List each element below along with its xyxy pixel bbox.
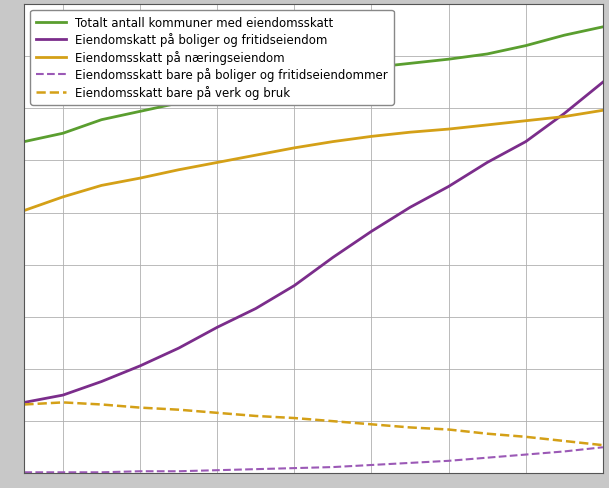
Totalt antall kommuner med eiendomsskatt: [599, 25, 607, 31]
Line: Eiendomsskatt bare på boliger og fritidseiendommer: Eiendomsskatt bare på boliger og fritids…: [24, 447, 603, 472]
Eiendomsskatt bare på verk og bruk: [21, 402, 28, 407]
Eiendomskatt på boliger og fritidseiendom: [214, 325, 221, 330]
Totalt antall kommuner med eiendomsskatt: [175, 101, 182, 107]
Totalt antall kommuner med eiendomsskatt: [522, 43, 529, 49]
Eiendomskatt på boliger og fritidseiendom: [368, 229, 375, 235]
Eiendomsskatt bare på verk og bruk: [252, 413, 259, 419]
Eiendomsskatt bare på verk og bruk: [561, 438, 568, 444]
Eiendomsskatt bare på boliger og fritidseiendommer: [484, 455, 491, 461]
Eiendomsskatt bare på boliger og fritidseiendommer: [252, 466, 259, 472]
Eiendomsskatt på næringseiendom: [252, 153, 259, 159]
Totalt antall kommuner med eiendomsskatt: [98, 118, 105, 123]
Eiendomsskatt bare på verk og bruk: [445, 427, 452, 432]
Eiendomsskatt bare på verk og bruk: [599, 442, 607, 448]
Eiendomskatt på boliger og fritidseiendom: [329, 255, 337, 261]
Eiendomskatt på boliger og fritidseiendom: [561, 111, 568, 117]
Eiendomsskatt bare på boliger og fritidseiendommer: [599, 445, 607, 450]
Eiendomsskatt bare på boliger og fritidseiendommer: [175, 468, 182, 474]
Totalt antall kommuner med eiendomsskatt: [252, 87, 259, 93]
Eiendomsskatt bare på boliger og fritidseiendommer: [406, 460, 414, 466]
Eiendomsskatt bare på verk og bruk: [406, 425, 414, 430]
Eiendomsskatt bare på boliger og fritidseiendommer: [445, 458, 452, 464]
Totalt antall kommuner med eiendomsskatt: [21, 140, 28, 145]
Eiendomsskatt bare på boliger og fritidseiendommer: [59, 469, 66, 475]
Eiendomskatt på boliger og fritidseiendom: [522, 140, 529, 145]
Eiendomsskatt bare på verk og bruk: [484, 431, 491, 437]
Eiendomskatt på boliger og fritidseiendom: [252, 306, 259, 312]
Eiendomsskatt på næringseiendom: [175, 167, 182, 173]
Totalt antall kommuner med eiendomsskatt: [368, 65, 375, 71]
Line: Eiendomsskatt på næringseiendom: Eiendomsskatt på næringseiendom: [24, 111, 603, 211]
Eiendomsskatt bare på verk og bruk: [522, 434, 529, 440]
Totalt antall kommuner med eiendomsskatt: [290, 79, 298, 85]
Eiendomsskatt bare på verk og bruk: [290, 415, 298, 421]
Eiendomskatt på boliger og fritidseiendom: [599, 80, 607, 86]
Totalt antall kommuner med eiendomsskatt: [406, 61, 414, 67]
Totalt antall kommuner med eiendomsskatt: [329, 70, 337, 76]
Eiendomskatt på boliger og fritidseiendom: [406, 205, 414, 211]
Eiendomsskatt på næringseiendom: [522, 119, 529, 124]
Line: Totalt antall kommuner med eiendomsskatt: Totalt antall kommuner med eiendomsskatt: [24, 28, 603, 142]
Eiendomsskatt bare på verk og bruk: [214, 410, 221, 416]
Eiendomsskatt på næringseiendom: [599, 108, 607, 114]
Eiendomsskatt på næringseiendom: [98, 183, 105, 189]
Eiendomsskatt bare på boliger og fritidseiendommer: [368, 462, 375, 468]
Eiendomsskatt bare på boliger og fritidseiendommer: [522, 452, 529, 458]
Eiendomsskatt på næringseiendom: [136, 176, 144, 182]
Eiendomskatt på boliger og fritidseiendom: [59, 392, 66, 398]
Totalt antall kommuner med eiendomsskatt: [445, 57, 452, 63]
Eiendomskatt på boliger og fritidseiendom: [175, 346, 182, 351]
Eiendomsskatt bare på verk og bruk: [368, 422, 375, 427]
Eiendomsskatt bare på boliger og fritidseiendommer: [290, 465, 298, 471]
Totalt antall kommuner med eiendomsskatt: [136, 109, 144, 115]
Eiendomskatt på boliger og fritidseiendom: [136, 363, 144, 369]
Eiendomsskatt bare på verk og bruk: [59, 400, 66, 406]
Totalt antall kommuner med eiendomsskatt: [561, 33, 568, 39]
Eiendomsskatt på næringseiendom: [329, 140, 337, 145]
Line: Eiendomskatt på boliger og fritidseiendom: Eiendomskatt på boliger og fritidseiendo…: [24, 83, 603, 403]
Eiendomsskatt på næringseiendom: [214, 160, 221, 166]
Eiendomsskatt på næringseiendom: [445, 127, 452, 133]
Eiendomskatt på boliger og fritidseiendom: [484, 160, 491, 166]
Eiendomsskatt på næringseiendom: [561, 114, 568, 120]
Eiendomsskatt på næringseiendom: [368, 134, 375, 140]
Eiendomskatt på boliger og fritidseiendom: [290, 283, 298, 289]
Eiendomsskatt bare på boliger og fritidseiendommer: [214, 468, 221, 473]
Totalt antall kommuner med eiendomsskatt: [214, 94, 221, 100]
Eiendomsskatt på næringseiendom: [59, 195, 66, 201]
Eiendomsskatt på næringseiendom: [290, 145, 298, 151]
Eiendomsskatt bare på boliger og fritidseiendommer: [136, 468, 144, 474]
Totalt antall kommuner med eiendomsskatt: [59, 131, 66, 137]
Eiendomsskatt bare på verk og bruk: [136, 405, 144, 411]
Eiendomskatt på boliger og fritidseiendom: [98, 379, 105, 385]
Eiendomsskatt på næringseiendom: [484, 122, 491, 128]
Eiendomsskatt bare på boliger og fritidseiendommer: [21, 469, 28, 475]
Eiendomsskatt bare på boliger og fritidseiendommer: [329, 464, 337, 470]
Eiendomsskatt på næringseiendom: [21, 208, 28, 214]
Eiendomsskatt bare på boliger og fritidseiendommer: [561, 448, 568, 454]
Eiendomsskatt bare på boliger og fritidseiendommer: [98, 469, 105, 475]
Eiendomsskatt bare på verk og bruk: [329, 418, 337, 424]
Line: Eiendomsskatt bare på verk og bruk: Eiendomsskatt bare på verk og bruk: [24, 403, 603, 445]
Eiendomskatt på boliger og fritidseiendom: [445, 184, 452, 190]
Totalt antall kommuner med eiendomsskatt: [484, 52, 491, 58]
Eiendomsskatt bare på verk og bruk: [98, 402, 105, 407]
Eiendomskatt på boliger og fritidseiendom: [21, 400, 28, 406]
Eiendomsskatt på næringseiendom: [406, 130, 414, 136]
Legend: Totalt antall kommuner med eiendomsskatt, Eiendomskatt på boliger og fritidseien: Totalt antall kommuner med eiendomsskatt…: [30, 11, 394, 105]
Eiendomsskatt bare på verk og bruk: [175, 407, 182, 413]
